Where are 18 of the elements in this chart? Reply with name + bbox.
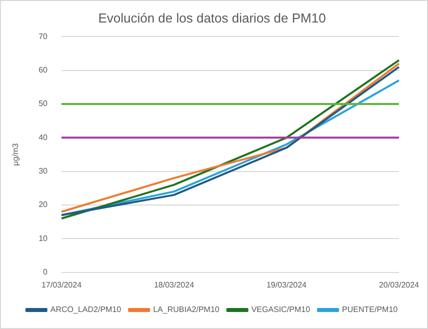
- y-tick-label: 40: [38, 132, 48, 142]
- legend-label: LA_RUBIA2/PM10: [153, 305, 220, 314]
- x-tick-label: 18/03/2024: [154, 280, 195, 290]
- x-tick-label: 20/03/2024: [378, 280, 420, 290]
- x-tick-label: 19/03/2024: [266, 280, 308, 290]
- y-tick-label: 70: [38, 32, 48, 41]
- y-tick-label: 60: [38, 65, 48, 74]
- y-tick-label: 20: [38, 200, 48, 210]
- y-tick-label: 10: [38, 234, 48, 243]
- legend-label: PUENTE/PM10: [342, 305, 398, 314]
- y-tick-label: 0: [43, 268, 48, 277]
- y-axis-title: µg/m3: [11, 142, 20, 166]
- legend-label: VEGASIC/PM10: [251, 305, 311, 314]
- y-tick-label: 50: [38, 99, 48, 108]
- y-tick-label: 30: [38, 166, 48, 176]
- legend-label: ARCO_LAD2/PM10: [50, 305, 122, 314]
- x-tick-label: 17/03/2024: [41, 280, 82, 290]
- chart-title: Evolución de los datos diarios de PM10: [98, 10, 326, 26]
